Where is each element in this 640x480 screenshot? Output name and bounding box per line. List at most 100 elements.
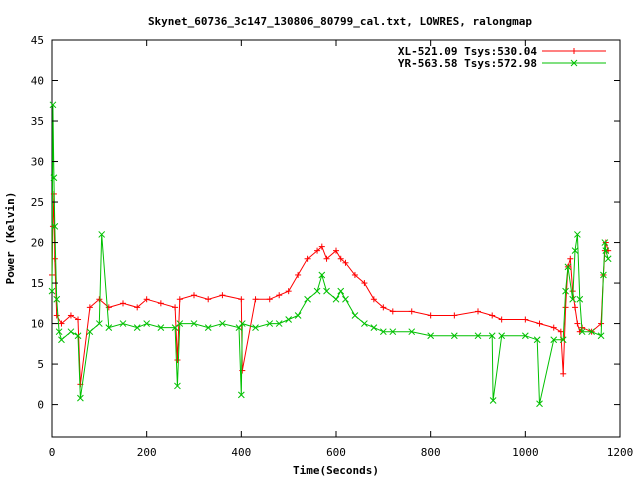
data-point <box>314 247 321 254</box>
marker-stroke <box>313 287 321 295</box>
marker-stroke <box>50 174 58 182</box>
data-point <box>172 304 179 311</box>
data-point <box>67 328 75 336</box>
data-point <box>564 263 572 271</box>
marker-stroke <box>133 324 141 331</box>
marker-stroke <box>238 320 246 327</box>
marker-stroke <box>77 394 84 402</box>
chart-title: Skynet_60736_3c147_130806_80799_cal.txt,… <box>148 15 532 28</box>
marker-stroke <box>488 332 496 340</box>
y-tick-label: 5 <box>37 358 44 371</box>
marker-stroke <box>559 336 567 344</box>
data-point <box>576 295 584 303</box>
marker-stroke <box>49 101 57 109</box>
data-point <box>588 328 595 336</box>
data-point <box>53 295 61 303</box>
data-point <box>191 292 197 299</box>
data-point <box>408 328 416 336</box>
data-point <box>536 320 543 327</box>
data-point <box>370 324 378 331</box>
marker-stroke <box>450 332 458 340</box>
y-tick-label: 45 <box>31 34 44 47</box>
data-point <box>96 296 103 303</box>
data-point <box>51 255 58 262</box>
marker-stroke <box>588 328 595 336</box>
data-point <box>219 320 226 327</box>
x-tick-label: 0 <box>49 446 56 459</box>
x-tick-label: 200 <box>137 446 157 459</box>
marker-stroke <box>275 320 283 327</box>
data-point <box>275 320 283 327</box>
marker-stroke <box>536 400 543 408</box>
data-point <box>557 328 564 335</box>
marker-stroke <box>427 332 435 340</box>
legend-marker <box>571 48 577 54</box>
data-point <box>332 295 340 303</box>
data-point <box>157 300 164 307</box>
marker-stroke <box>252 324 259 331</box>
data-point <box>50 174 58 182</box>
data-point <box>304 255 311 262</box>
marker-stroke <box>219 320 226 327</box>
data-point <box>361 280 368 287</box>
x-tick-label: 600 <box>326 446 346 459</box>
marker-stroke <box>174 382 181 390</box>
x-tick-label: 800 <box>421 446 441 459</box>
y-axis-label: Power (Kelvin) <box>4 192 17 285</box>
data-point <box>285 316 293 323</box>
marker-stroke <box>318 271 326 279</box>
marker-stroke <box>176 320 184 327</box>
marker-stroke <box>190 320 198 327</box>
data-point <box>219 292 226 299</box>
data-point <box>119 320 127 327</box>
marker-stroke <box>237 391 245 399</box>
series-1 <box>48 101 612 408</box>
data-point <box>597 332 605 340</box>
marker-stroke <box>235 324 243 331</box>
y-tick-label: 30 <box>31 156 44 169</box>
data-point <box>58 320 65 327</box>
legend-marker <box>570 59 578 67</box>
data-point <box>120 300 126 307</box>
data-point <box>295 271 302 278</box>
data-point <box>550 336 558 344</box>
marker-stroke <box>98 231 106 238</box>
data-point <box>157 324 165 331</box>
marker-stroke <box>600 271 607 279</box>
x-tick-label: 1000 <box>512 446 539 459</box>
marker-stroke <box>578 328 586 336</box>
marker-stroke <box>379 328 387 336</box>
marker-stroke <box>105 324 113 331</box>
data-point <box>533 336 541 344</box>
marker-stroke <box>533 336 541 344</box>
x-tick-label: 400 <box>231 446 251 459</box>
data-point <box>389 308 396 315</box>
marker-stroke <box>601 239 609 246</box>
data-point <box>323 287 330 295</box>
y-tick-label: 0 <box>37 399 44 412</box>
data-point <box>380 304 387 311</box>
x-axis-label: Time(Seconds) <box>293 464 379 477</box>
data-point <box>474 332 482 340</box>
marker-stroke <box>48 287 56 295</box>
marker-stroke <box>550 336 558 344</box>
data-point <box>77 394 84 402</box>
data-point <box>86 304 93 311</box>
marker-stroke <box>576 295 584 303</box>
data-point <box>604 255 612 263</box>
marker-stroke <box>570 59 578 67</box>
legend-label-xl: XL-521.09 Tsys:530.04 <box>398 45 537 58</box>
marker-stroke <box>370 324 378 331</box>
marker-stroke <box>569 295 577 303</box>
data-point <box>550 324 557 331</box>
marker-stroke <box>95 320 103 327</box>
data-point <box>190 320 198 327</box>
data-point <box>489 312 496 319</box>
data-point <box>134 304 141 311</box>
data-point <box>252 296 259 303</box>
data-point <box>176 296 183 303</box>
marker-stroke <box>408 328 416 336</box>
data-point <box>498 332 506 340</box>
data-point <box>67 312 74 319</box>
